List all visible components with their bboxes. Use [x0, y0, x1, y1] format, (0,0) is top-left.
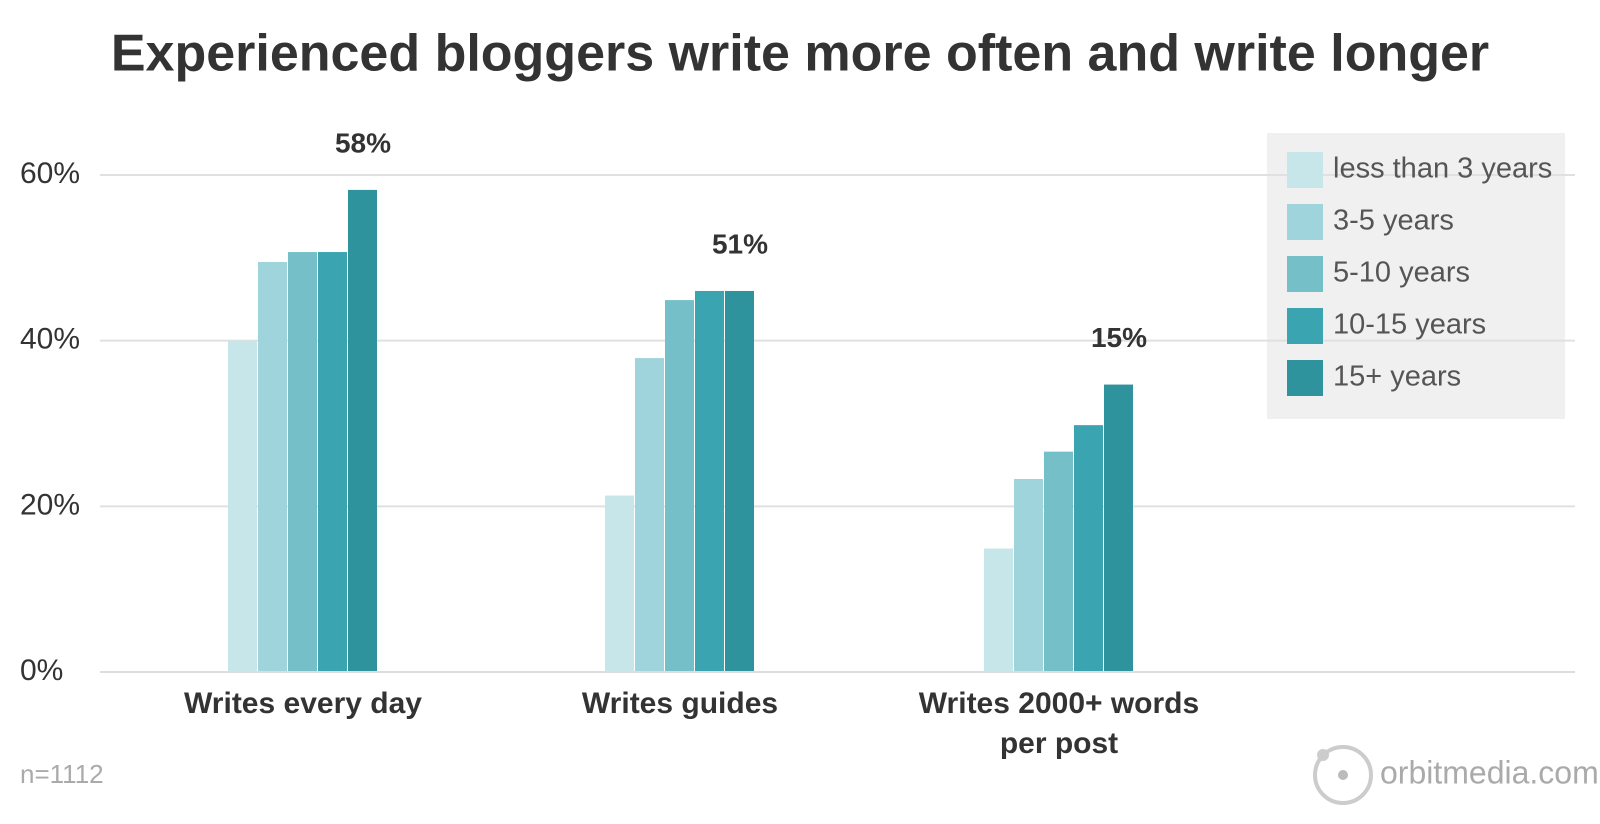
bar [635, 358, 664, 672]
chart-title: Experienced bloggers write more often an… [111, 25, 1489, 83]
legend-swatch [1287, 204, 1323, 240]
legend-label: 10-15 years [1333, 309, 1486, 341]
legend-swatch [1287, 308, 1323, 344]
legend-swatch [1287, 360, 1323, 396]
y-tick-label: 40% [20, 323, 80, 356]
legend-label: 15+ years [1333, 361, 1461, 393]
legend-swatch [1287, 152, 1323, 188]
logo-ring [1313, 745, 1373, 805]
bar [318, 252, 347, 672]
x-tick-label: Writes guides [581, 687, 779, 720]
legend-label: 3-5 years [1333, 205, 1454, 237]
bar-annotation: 15% [1091, 322, 1147, 353]
bar [725, 290, 754, 672]
x-tick-label: Writes every day [184, 687, 422, 720]
y-tick-label: 20% [20, 488, 80, 521]
bar [1044, 451, 1073, 672]
legend-label: 5-10 years [1333, 257, 1470, 289]
bar-annotation: 51% [712, 228, 768, 259]
logo-dot [1338, 770, 1348, 780]
legend-label: less than 3 years [1333, 153, 1552, 185]
bar [605, 495, 634, 672]
legend-swatch [1287, 256, 1323, 292]
bar [695, 290, 724, 672]
bar [665, 300, 694, 672]
y-tick-label: 60% [20, 157, 80, 190]
bar [228, 340, 257, 672]
y-tick-label: 0% [20, 654, 63, 687]
source: orbitmedia.com [1380, 754, 1599, 790]
logo-orbit [1317, 749, 1329, 761]
bar [1014, 478, 1043, 672]
bar [1104, 384, 1133, 672]
bar [348, 189, 377, 672]
sample-note: n=1112 [20, 759, 104, 789]
x-tick-label: Writes 2000+ words per post [918, 687, 1200, 760]
bar-annotation: 58% [335, 127, 391, 158]
bar [258, 261, 287, 672]
bar [288, 252, 317, 672]
bar [984, 548, 1013, 672]
bar [1074, 425, 1103, 672]
